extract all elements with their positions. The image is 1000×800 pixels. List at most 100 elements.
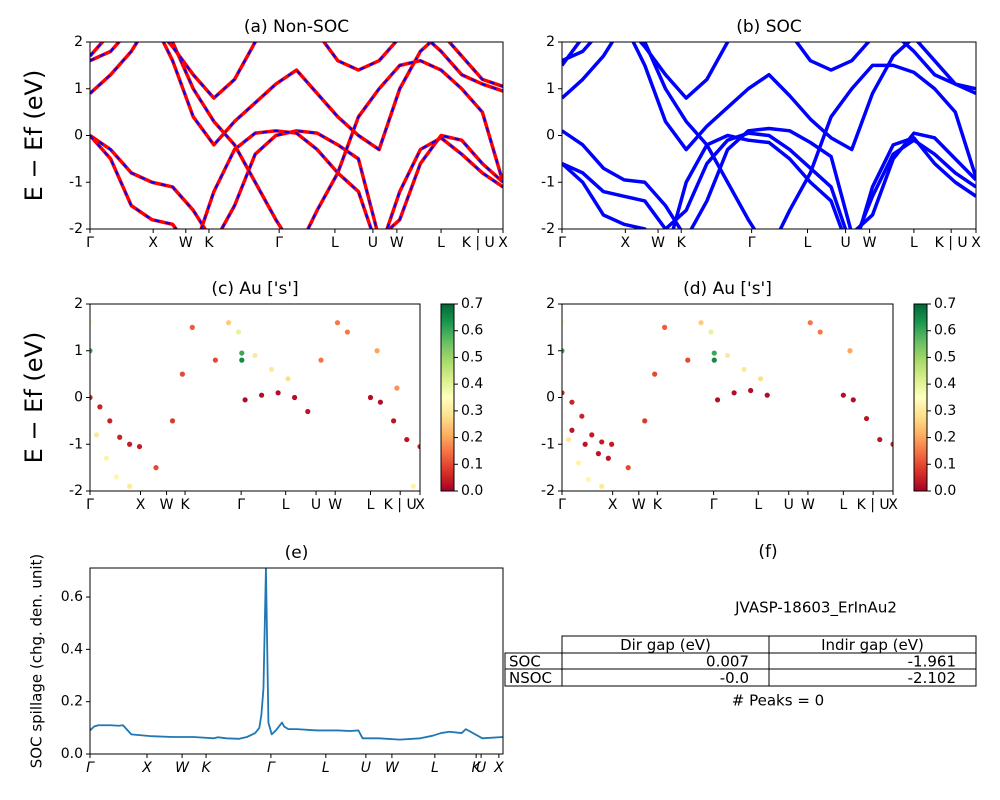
- projection-point: [377, 399, 383, 405]
- colorbar-tick-label: 0.2: [934, 430, 956, 446]
- projection-point: [731, 390, 737, 396]
- x-tick-label: Γ: [267, 760, 276, 776]
- x-tick-label: K: [201, 760, 212, 776]
- colorbar-tick-label: 0.2: [461, 430, 483, 446]
- x-tick-label: U: [368, 235, 378, 251]
- x-tick-label: W: [160, 497, 174, 513]
- x-tick-label: U: [840, 235, 850, 251]
- plot-area: [562, 42, 976, 229]
- band-line: [562, 42, 976, 229]
- panel-title: (d) Au ['s']: [683, 279, 772, 299]
- y-tick-label: 2: [546, 34, 555, 50]
- projection-point: [97, 404, 103, 410]
- projection-point: [840, 392, 846, 398]
- projection-point: [662, 324, 668, 330]
- x-tick-label: X: [498, 235, 508, 251]
- projection-point: [136, 443, 143, 450]
- colorbar-tick-label: 0.7: [461, 296, 483, 312]
- x-tick-label: K: [653, 497, 663, 513]
- projection-point: [367, 394, 374, 401]
- projection-point: [652, 371, 658, 377]
- x-tick-label: K | U: [935, 235, 968, 251]
- band-line-overlay: [90, 129, 503, 229]
- colorbar-tick-label: 0.5: [934, 349, 956, 365]
- x-tick-label: X: [136, 497, 146, 513]
- projection-point: [235, 329, 242, 335]
- y-tick-label: 0: [74, 390, 83, 406]
- panel-title: (a) Non-SOC: [244, 17, 349, 37]
- plot-area: [90, 320, 420, 489]
- y-tick-label: 1: [74, 343, 83, 359]
- axes-frame: [89, 303, 421, 492]
- projection-point: [748, 387, 754, 394]
- projection-point: [807, 320, 813, 326]
- plot-area: [90, 42, 503, 229]
- table-footer: # Peaks = 0: [732, 692, 824, 710]
- x-tick-label: K | U: [462, 235, 495, 251]
- projection-point: [127, 441, 133, 447]
- projection-point: [90, 320, 93, 326]
- y-tick-label: -2: [69, 483, 83, 499]
- x-tick-label: W: [175, 760, 190, 776]
- projection-point: [410, 483, 416, 489]
- projection-point: [609, 441, 615, 447]
- x-tick-label: U: [784, 497, 794, 513]
- band-line: [90, 42, 503, 152]
- projection-point: [764, 392, 770, 398]
- projection-point: [127, 483, 133, 489]
- projection-point: [242, 397, 248, 403]
- panel-title: (f): [758, 542, 777, 562]
- y-tick-label: -1: [69, 174, 83, 190]
- projection-point: [817, 329, 823, 335]
- y-tick-label: 0.0: [61, 746, 83, 762]
- x-tick-label: L: [910, 235, 918, 251]
- colorbar-tick-label: 0.3: [461, 403, 483, 419]
- projection-point: [169, 418, 176, 424]
- y-tick-label: 1: [546, 81, 555, 97]
- x-tick-label: Γ: [237, 497, 245, 513]
- panel-title: (b) SOC: [736, 17, 802, 37]
- projection-point: [259, 392, 265, 398]
- projection-point: [758, 376, 764, 382]
- y-tick-label: 0: [546, 128, 555, 144]
- projection-point: [107, 418, 113, 424]
- x-tick-label: Γ: [86, 760, 95, 776]
- projection-point: [741, 366, 747, 373]
- x-tick-label: Γ: [558, 497, 566, 513]
- table-header: Indir gap (eV): [821, 636, 924, 654]
- band-line-overlay: [90, 42, 503, 100]
- projection-point: [404, 436, 410, 443]
- projection-point: [724, 352, 731, 359]
- projection-point: [226, 320, 232, 326]
- y-tick-label: 1: [546, 343, 555, 359]
- projection-point: [642, 418, 648, 424]
- projection-point: [605, 455, 611, 461]
- projection-point: [285, 376, 291, 382]
- projection-point: [569, 399, 575, 405]
- x-tick-label: L: [839, 497, 847, 513]
- colorbar-tick-label: 0.0: [461, 483, 483, 499]
- x-tick-label: W: [651, 235, 665, 251]
- x-tick-label: W: [390, 235, 404, 251]
- projection-point: [685, 357, 691, 363]
- axes-frame: [561, 303, 894, 492]
- x-tick-label: Γ: [558, 235, 566, 251]
- band-line: [90, 42, 503, 229]
- y-tick-label: -2: [69, 221, 83, 237]
- projection-point: [374, 348, 380, 354]
- x-tick-label: U: [361, 760, 371, 776]
- x-tick-label: X: [148, 235, 158, 251]
- y-axis-label: SOC spillage (chg. den. unit): [28, 554, 46, 769]
- x-tick-label: Γ: [748, 235, 756, 251]
- axes-frame: [561, 41, 977, 230]
- y-tick-label: 0.6: [61, 589, 83, 605]
- x-tick-label: W: [179, 235, 193, 251]
- table-value: -1.961: [908, 653, 956, 671]
- x-tick-label: Γ: [86, 497, 94, 513]
- projection-point: [708, 329, 714, 335]
- projection-point: [711, 357, 717, 363]
- colorbar-tick-label: 0.1: [934, 456, 956, 472]
- colorbar-tick-label: 0.7: [934, 296, 956, 312]
- colorbar-tick-label: 0.4: [461, 376, 483, 392]
